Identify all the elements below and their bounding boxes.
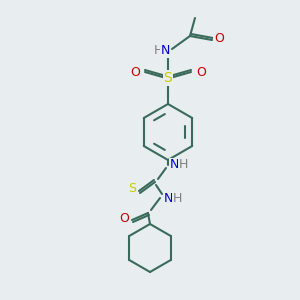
- Text: N: N: [163, 191, 173, 205]
- Text: O: O: [119, 212, 129, 226]
- Text: S: S: [128, 182, 136, 196]
- Text: H: H: [178, 158, 188, 172]
- Text: N: N: [169, 158, 179, 172]
- Text: O: O: [130, 65, 140, 79]
- Text: S: S: [164, 71, 172, 85]
- Text: H: H: [153, 44, 163, 56]
- Text: N: N: [160, 44, 170, 58]
- Text: O: O: [196, 65, 206, 79]
- Text: H: H: [172, 191, 182, 205]
- Text: O: O: [214, 32, 224, 44]
